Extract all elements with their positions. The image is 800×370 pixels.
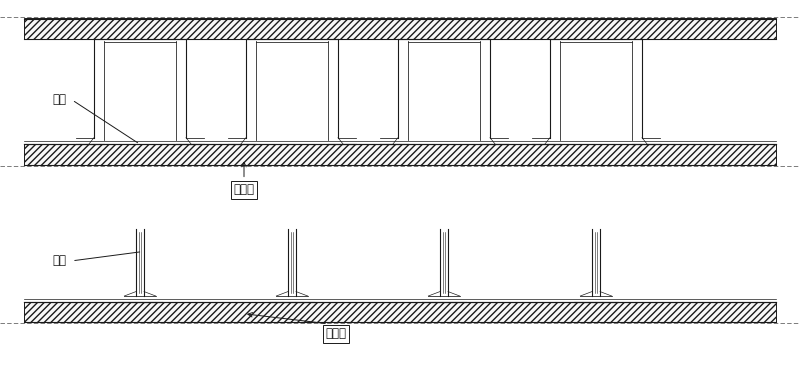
- Bar: [24, 18, 776, 39]
- Text: 加劲: 加劲: [52, 254, 66, 268]
- Text: 骨架: 骨架: [52, 93, 66, 107]
- Bar: [24, 302, 776, 322]
- Text: 下蒙皮: 下蒙皮: [234, 183, 254, 196]
- Text: 下蒙皮: 下蒙皮: [326, 327, 346, 340]
- Bar: [24, 144, 776, 165]
